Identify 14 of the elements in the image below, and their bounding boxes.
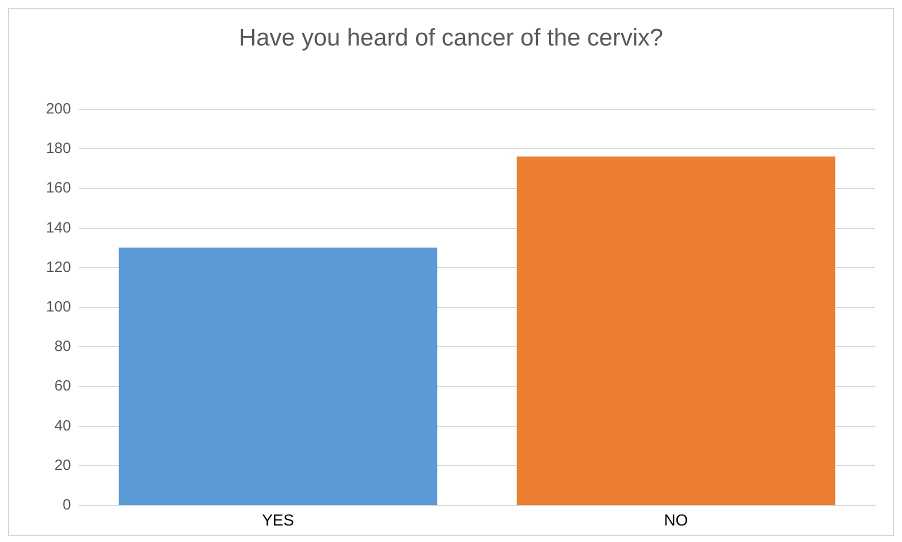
y-tick-label: 120: [46, 258, 71, 276]
y-tick-label: 160: [46, 180, 71, 197]
y-tick-label: 200: [46, 100, 71, 118]
y-tick-label: 0: [62, 496, 71, 514]
y-tick-label: 60: [54, 378, 71, 395]
y-tick-label: 80: [54, 338, 71, 356]
y-tick-label: 140: [46, 219, 71, 236]
y-tick-label: 40: [54, 417, 71, 434]
y-tick-label: 180: [46, 140, 71, 158]
x-tick-label: YES: [262, 512, 294, 530]
x-tick-label: NO: [664, 512, 688, 530]
y-tick-label: 100: [46, 298, 71, 316]
y-tick-label: 20: [54, 456, 71, 474]
chart-title: Have you heard of cancer of the cervix?: [238, 24, 664, 52]
